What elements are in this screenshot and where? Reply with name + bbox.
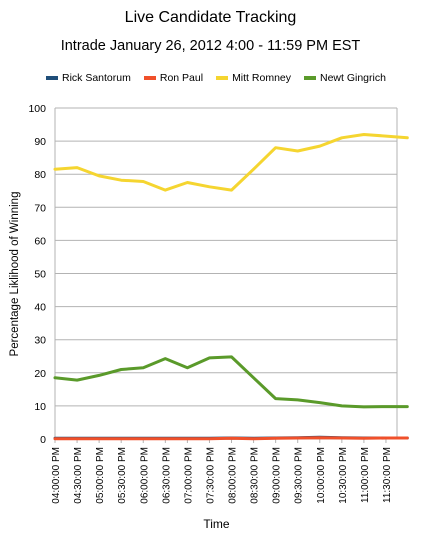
x-tick-label-1: 04:30:00 PM xyxy=(73,447,84,504)
x-tick-label-10: 09:00:00 PM xyxy=(272,447,283,504)
y-tick-label-30: 30 xyxy=(34,335,46,347)
x-tick-label-6: 07:00:00 PM xyxy=(183,447,194,504)
y-tick-label-100: 100 xyxy=(28,103,46,115)
x-tick-label-15: 11:30:00 PM xyxy=(382,447,393,503)
y-tick-label-0: 0 xyxy=(40,434,46,446)
y-axis-label-wrap: Percentage Liklihood of Winning xyxy=(8,108,22,440)
x-tick-label-2: 05:00:00 PM xyxy=(95,447,106,504)
x-tick-label-0: 04:00:00 PM xyxy=(51,447,62,504)
legend-swatch-mitt-romney xyxy=(216,76,229,80)
legend-item-rick-santorum: Rick Santorum xyxy=(46,72,131,84)
x-tick-label-12: 10:00:00 PM xyxy=(316,447,327,504)
legend-swatch-rick-santorum xyxy=(46,76,58,80)
series-line-mitt-romney xyxy=(53,133,409,192)
axis-layer xyxy=(54,108,398,443)
x-tick-label-11: 09:30:00 PM xyxy=(294,447,305,504)
x-tick-label-9: 08:30:00 PM xyxy=(250,447,261,504)
x-tick-label-3: 05:30:00 PM xyxy=(117,447,128,504)
x-tick-label-4: 06:00:00 PM xyxy=(139,447,150,504)
legend-label-newt-gingrich: Newt Gingrich xyxy=(320,72,386,84)
y-tick-label-40: 40 xyxy=(34,302,46,314)
x-tick-labels: 04:00:00 PM 04:30:00 PM 05:00:00 PM 05:30:0… xyxy=(51,447,393,504)
legend-swatch-newt-gingrich xyxy=(304,76,316,80)
legend-label-ron-paul: Ron Paul xyxy=(159,72,204,84)
legend-item-mitt-romney: Mitt Romney xyxy=(216,72,291,84)
y-tick-label-90: 90 xyxy=(34,136,46,148)
y-tick-label-60: 60 xyxy=(34,235,46,247)
series-layer xyxy=(53,133,409,441)
y-tick-label-20: 20 xyxy=(34,368,46,380)
x-tick-label-14: 11:00:00 PM xyxy=(360,447,371,503)
x-tick-label-7: 07:30:00 PM xyxy=(205,447,216,504)
x-tick-label-5: 06:30:00 PM xyxy=(161,447,172,504)
grid-layer xyxy=(55,107,397,407)
y-tick-label-50: 50 xyxy=(34,269,46,281)
chart-subtitle: Intrade January 26, 2012 4:00 - 11:59 PM… xyxy=(60,38,361,54)
y-tick-label-70: 70 xyxy=(34,202,46,214)
x-tick-label-8: 08:00:00 PM xyxy=(228,447,239,504)
y-axis-label: Percentage Liklihood of Winning xyxy=(9,191,21,357)
x-axis-label: Time xyxy=(203,517,230,531)
y-tick-label-80: 80 xyxy=(34,169,46,181)
y-tick-labels: 0 10 20 30 40 50 60 70 80 90 100 xyxy=(28,103,46,446)
series-line-newt-gingrich xyxy=(53,355,409,409)
series-line-ron-paul xyxy=(53,436,409,441)
y-tick-label-10: 10 xyxy=(34,401,46,413)
legend-label-rick-santorum: Rick Santorum xyxy=(62,72,131,84)
x-tick-label-13: 10:30:00 PM xyxy=(338,447,349,504)
legend-item-newt-gingrich: Newt Gingrich xyxy=(304,72,386,84)
legend-item-ron-paul: Ron Paul xyxy=(143,72,204,84)
legend: Rick Santorum Ron Paul Mitt Romney Newt … xyxy=(46,70,399,86)
legend-swatch-ron-paul xyxy=(143,76,156,80)
legend-label-mitt-romney: Mitt Romney xyxy=(232,72,291,84)
chart-title: Live Candidate Tracking xyxy=(124,9,297,26)
